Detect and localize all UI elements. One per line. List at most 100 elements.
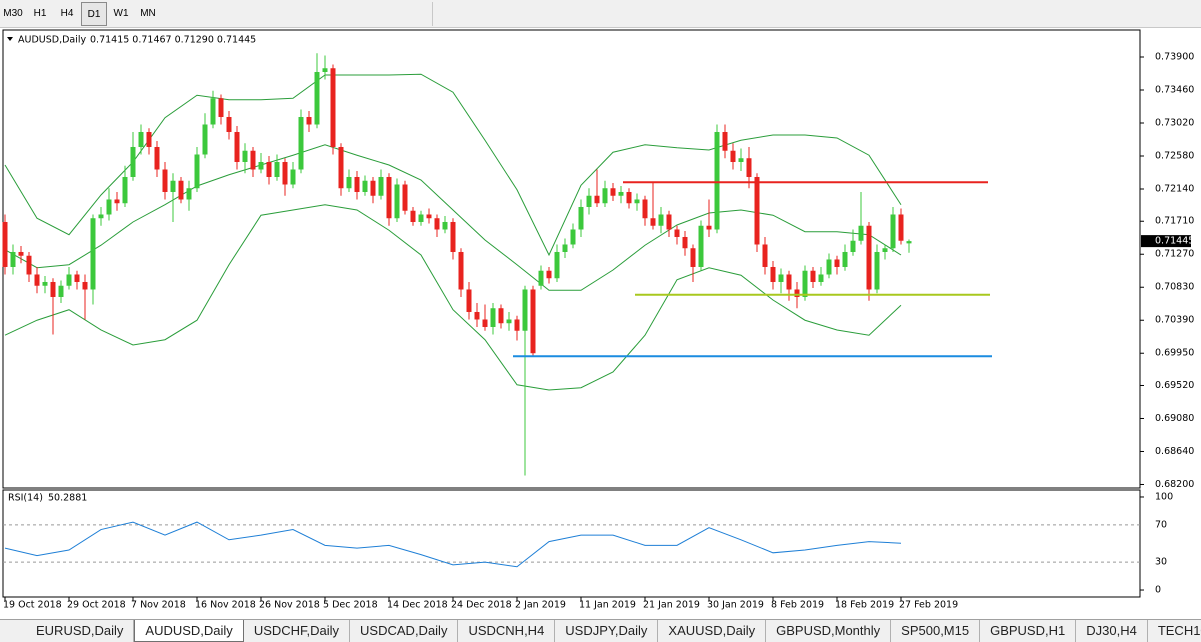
- candle-body: [762, 244, 768, 267]
- y-tick-label: 0.70830: [1155, 282, 1194, 293]
- candle-body: [602, 188, 608, 204]
- chart-tab[interactable]: AUDUSD,Daily: [134, 620, 244, 642]
- x-tick-label: 19 Oct 2018: [3, 600, 62, 611]
- timeframe-button[interactable]: D1: [81, 1, 107, 26]
- candle-body: [266, 161, 272, 177]
- chart-tab[interactable]: EURUSD,Daily: [26, 620, 135, 642]
- y-tick-label: 0.73460: [1155, 84, 1194, 95]
- candle-body: [378, 176, 384, 196]
- candle-body: [410, 210, 416, 222]
- y-tick-label: 0.69080: [1155, 413, 1194, 424]
- candle-body: [106, 199, 112, 215]
- candle-body: [354, 176, 360, 192]
- candle-body: [242, 150, 248, 162]
- candle-body: [714, 131, 720, 230]
- candle-body: [426, 214, 432, 219]
- rsi-tick-label: 70: [1155, 519, 1167, 530]
- candle-body: [586, 195, 592, 207]
- candle-body: [562, 244, 568, 252]
- candle-body: [818, 274, 824, 282]
- chart-tab[interactable]: USDCNH,H4: [458, 620, 556, 642]
- timeframe-button[interactable]: H1: [33, 7, 47, 19]
- timeframe-button[interactable]: MN: [140, 7, 156, 19]
- candle-body: [306, 116, 312, 125]
- ohlc-label: 0.71415 0.71467 0.71290 0.71445: [90, 35, 256, 46]
- price-panel: [2, 29, 1141, 489]
- candle-body: [370, 180, 376, 196]
- y-tick-label: 0.73900: [1155, 51, 1194, 62]
- candle-body: [194, 154, 200, 189]
- candle-body: [362, 180, 368, 192]
- chart-tab[interactable]: USDCAD,Daily: [350, 620, 459, 642]
- y-tick-label: 0.68200: [1155, 479, 1194, 490]
- candle-body: [746, 158, 752, 177]
- candle-body: [842, 251, 848, 267]
- chart-tab[interactable]: GBPUSD,H1: [980, 620, 1077, 642]
- candle-body: [474, 311, 480, 320]
- chart-tab[interactable]: XAUUSD,Daily: [658, 620, 767, 642]
- candle-body: [42, 281, 48, 286]
- candle-body: [834, 259, 840, 267]
- candle-body: [282, 161, 288, 185]
- rsi-label: RSI(14): [8, 493, 43, 504]
- separator: [432, 1, 433, 26]
- bollinger-upper: [4, 73, 902, 257]
- rsi-panel: [2, 489, 1141, 598]
- candle-body: [274, 161, 280, 177]
- candle-body: [858, 225, 864, 241]
- chart-tab[interactable]: GBPUSD,Monthly: [766, 620, 892, 642]
- candle-body: [906, 241, 912, 244]
- candle-body: [578, 206, 584, 230]
- bollinger-lower: [4, 204, 902, 391]
- candle-body: [882, 248, 888, 252]
- candle-body: [234, 131, 240, 162]
- rsi-tick-label: 30: [1155, 557, 1167, 568]
- candle-body: [554, 251, 560, 279]
- chart-tab[interactable]: USDCHF,Daily: [244, 620, 351, 642]
- candle-body: [530, 289, 536, 354]
- candle-body: [802, 270, 808, 297]
- candle-body: [442, 221, 448, 230]
- candle-body: [202, 124, 208, 155]
- candle-body: [594, 195, 600, 204]
- candle-body: [250, 150, 256, 170]
- candle-body: [642, 199, 648, 219]
- chart-tab[interactable]: DJ30,H4: [1076, 620, 1148, 642]
- candle-body: [730, 150, 736, 162]
- candle-body: [114, 199, 120, 204]
- candle-body: [98, 214, 104, 219]
- candle-body: [466, 289, 472, 312]
- candle-body: [850, 240, 856, 252]
- menu-arrow: [7, 37, 13, 41]
- symbol-label: AUDUSD,Daily: [18, 35, 87, 46]
- timeframe-button[interactable]: M30: [3, 7, 23, 19]
- candle-body: [2, 221, 8, 267]
- candle-body: [514, 319, 520, 331]
- x-tick-label: 24 Dec 2018: [451, 600, 512, 611]
- candle-body: [610, 188, 616, 196]
- x-tick-label: 30 Jan 2019: [707, 600, 764, 611]
- candle-body: [634, 199, 640, 204]
- y-tick-label: 0.72140: [1155, 183, 1194, 194]
- candle-body: [418, 214, 424, 222]
- candle-body: [210, 98, 216, 125]
- x-tick-label: 18 Feb 2019: [835, 600, 894, 611]
- chart-tab[interactable]: TECH100,H1: [1148, 620, 1201, 642]
- chart-tab[interactable]: SP500,M15: [891, 620, 981, 642]
- candle-body: [650, 218, 656, 226]
- rsi-value: 50.2881: [48, 493, 87, 504]
- chart-tab[interactable]: USDJPY,Daily: [555, 620, 659, 642]
- candle-body: [122, 176, 128, 204]
- timeframe-button[interactable]: W1: [113, 7, 129, 19]
- candle-body: [330, 68, 336, 147]
- x-tick-label: 8 Feb 2019: [771, 600, 824, 611]
- candle-body: [82, 281, 88, 290]
- chart: AUDUSD,Daily 0.71415 0.71467 0.71290 0.7…: [2, 29, 1194, 611]
- y-tick-label: 0.71710: [1155, 216, 1194, 227]
- candle-body: [890, 214, 896, 249]
- x-tick-label: 14 Dec 2018: [387, 600, 448, 611]
- y-tick-label: 0.73020: [1155, 117, 1194, 128]
- timeframe-button[interactable]: H4: [60, 7, 74, 19]
- y-tick-label: 0.69520: [1155, 380, 1194, 391]
- candle-body: [314, 71, 320, 125]
